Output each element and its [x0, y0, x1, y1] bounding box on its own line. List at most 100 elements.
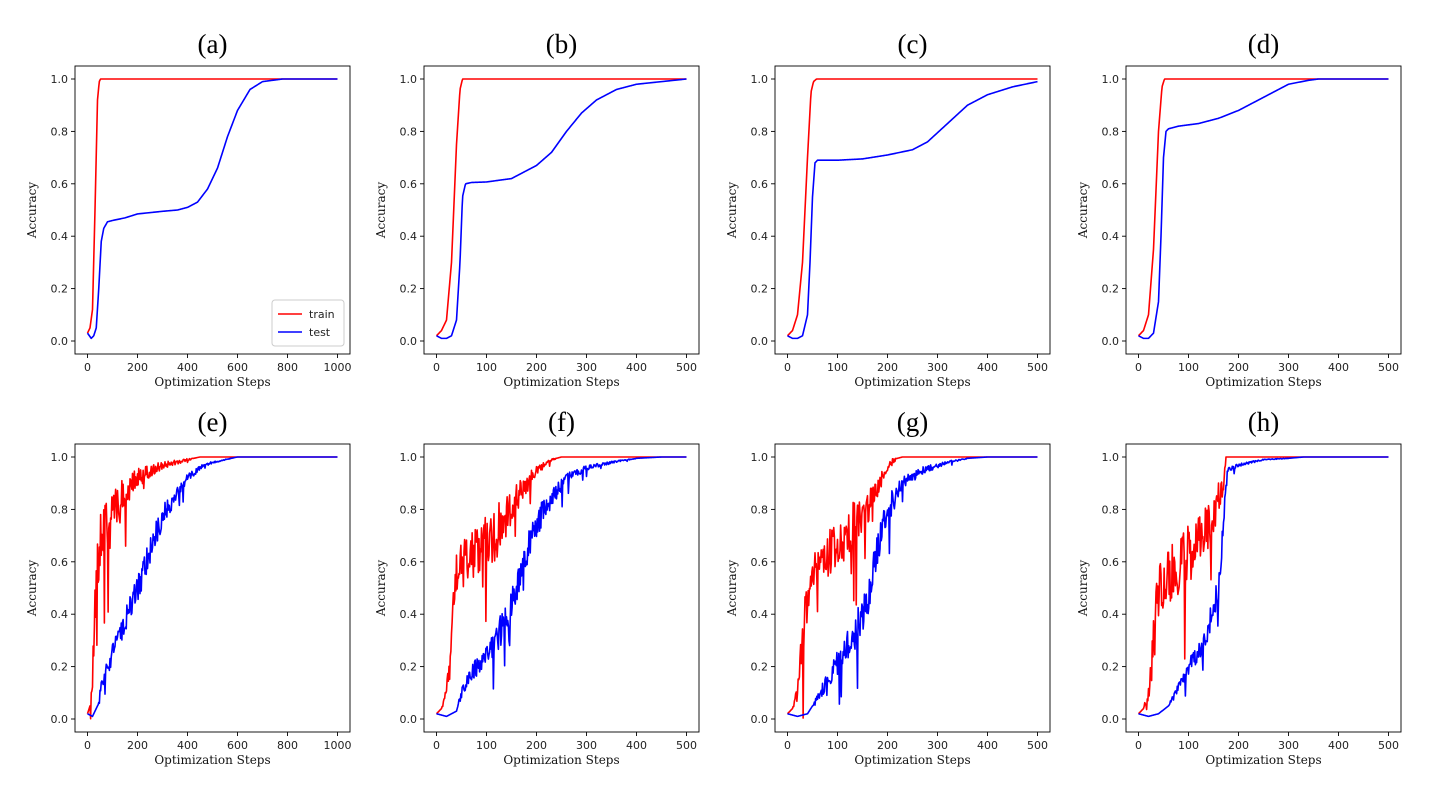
x-tick-label: 400	[977, 739, 998, 752]
series-line-train	[1137, 78, 1389, 337]
x-tick-label: 0	[784, 361, 791, 374]
panel-g: (g) 0 100 200 300 400 500 0.0 0.2 0.4 0.6 0.8 1.0 Opt…	[725, 407, 1051, 767]
x-tick-label: 400	[1328, 361, 1349, 374]
y-tick-label: 0.6	[51, 178, 69, 191]
x-tick-label: 800	[277, 361, 298, 374]
y-tick-label: 0.6	[400, 556, 418, 569]
y-tick-label: 0.4	[51, 608, 69, 621]
series-line-test	[87, 456, 338, 718]
panel-title: (a)	[198, 29, 228, 59]
y-tick-label: 0.0	[751, 713, 769, 726]
y-tick-label: 0.8	[51, 125, 69, 138]
y-tick-label: 0.4	[751, 230, 769, 243]
x-axis-title: Optimization Steps	[1205, 375, 1321, 389]
y-axis-title: Accuracy	[725, 182, 739, 239]
y-tick-label: 0.2	[51, 283, 69, 296]
y-tick-label: 1.0	[751, 73, 769, 86]
x-tick-label: 200	[127, 361, 148, 374]
series-line-train	[435, 456, 687, 715]
y-axis-title: Accuracy	[725, 560, 739, 617]
x-tick-label: 100	[476, 361, 497, 374]
x-axis-title: Optimization Steps	[154, 753, 270, 767]
series-line-test	[436, 78, 687, 340]
x-axis-title: Optimization Steps	[154, 375, 270, 389]
y-tick-label: 0.0	[751, 335, 769, 348]
x-tick-label: 300	[1278, 739, 1299, 752]
y-tick-label: 1.0	[400, 73, 418, 86]
x-axis-title: Optimization Steps	[503, 375, 619, 389]
x-tick-label: 400	[977, 361, 998, 374]
panel-e: (e) 0 200 400 600 800 1000 0.0 0.2 0.4 0.6 0.8 1.0 Op…	[25, 407, 352, 767]
panel-b: (b) 0 100 200 300 400 500 0.0 0.2 0.4 0.6 0.8 1.0 Opt…	[374, 29, 700, 389]
legend-box	[271, 299, 345, 347]
y-tick-label: 1.0	[751, 451, 769, 464]
y-tick-label: 0.4	[1102, 608, 1120, 621]
y-tick-label: 0.2	[400, 283, 418, 296]
x-tick-label: 300	[927, 739, 948, 752]
y-tick-label: 0.2	[51, 661, 69, 674]
axes-frame	[423, 65, 700, 355]
series-line-test	[787, 80, 1038, 340]
x-axis-title: Optimization Steps	[1205, 753, 1321, 767]
y-tick-label: 0.6	[1102, 556, 1120, 569]
y-tick-label: 0.4	[51, 230, 69, 243]
series-line-train	[86, 456, 338, 720]
y-tick-label: 0.2	[400, 661, 418, 674]
x-tick-label: 0	[433, 739, 440, 752]
x-tick-label: 300	[576, 361, 597, 374]
series-line-test	[1138, 78, 1389, 340]
y-tick-label: 0.2	[1102, 661, 1120, 674]
x-tick-label: 200	[1228, 739, 1249, 752]
x-tick-label: 400	[177, 739, 198, 752]
y-tick-label: 0.8	[400, 125, 418, 138]
panel-title: (c)	[898, 29, 928, 59]
series-line-train	[786, 78, 1038, 337]
x-tick-label: 400	[626, 739, 647, 752]
x-tick-label: 200	[127, 739, 148, 752]
axes-frame	[74, 65, 351, 355]
x-tick-label: 500	[1027, 739, 1048, 752]
y-tick-label: 0.6	[1102, 178, 1120, 191]
y-tick-label: 1.0	[400, 451, 418, 464]
x-tick-label: 0	[84, 739, 91, 752]
y-axis-title: Accuracy	[1076, 560, 1090, 617]
panel-h: (h) 0 100 200 300 400 500 0.0 0.2 0.4 0.6 0.8 1.0 Opt…	[1076, 407, 1402, 767]
legend: train test	[271, 299, 345, 347]
series-line-test	[86, 78, 338, 340]
y-axis-title: Accuracy	[374, 182, 388, 239]
panel-title: (d)	[1248, 29, 1279, 59]
series-line-test	[787, 456, 1038, 718]
y-tick-label: 0.6	[751, 556, 769, 569]
axes-frame	[423, 443, 700, 733]
panel-title: (g)	[897, 407, 928, 437]
x-tick-label: 600	[227, 739, 248, 752]
x-tick-label: 400	[626, 361, 647, 374]
x-tick-label: 300	[576, 739, 597, 752]
y-tick-label: 0.0	[400, 335, 418, 348]
y-tick-label: 0.0	[1102, 713, 1120, 726]
legend-label-test: test	[309, 326, 331, 339]
x-tick-label: 500	[676, 361, 697, 374]
y-tick-label: 0.6	[51, 556, 69, 569]
x-tick-label: 500	[1378, 739, 1399, 752]
x-tick-label: 600	[227, 361, 248, 374]
series-line-test	[436, 456, 687, 718]
y-tick-label: 1.0	[1102, 73, 1120, 86]
y-tick-label: 0.8	[1102, 125, 1120, 138]
y-tick-label: 1.0	[51, 451, 69, 464]
axes-frame	[1125, 65, 1402, 355]
y-tick-label: 1.0	[51, 73, 69, 86]
x-tick-label: 100	[827, 739, 848, 752]
y-tick-label: 0.0	[400, 713, 418, 726]
panel-title: (f)	[548, 407, 575, 437]
panel-f: (f) 0 100 200 300 400 500 0.0 0.2 0.4 0.6 0.8 1.0 Opt…	[374, 407, 700, 767]
y-tick-label: 0.2	[1102, 283, 1120, 296]
y-tick-label: 0.8	[400, 503, 418, 516]
x-tick-label: 100	[1178, 361, 1199, 374]
x-tick-label: 400	[1328, 739, 1349, 752]
x-tick-label: 0	[84, 361, 91, 374]
x-tick-label: 100	[476, 739, 497, 752]
y-tick-label: 1.0	[1102, 451, 1120, 464]
series-line-train	[86, 78, 338, 334]
x-tick-label: 300	[927, 361, 948, 374]
